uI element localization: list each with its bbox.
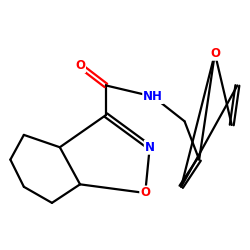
Text: O: O — [210, 47, 220, 60]
Text: N: N — [145, 141, 155, 154]
Text: O: O — [140, 186, 150, 200]
Text: NH: NH — [143, 90, 163, 103]
Text: O: O — [75, 59, 85, 72]
